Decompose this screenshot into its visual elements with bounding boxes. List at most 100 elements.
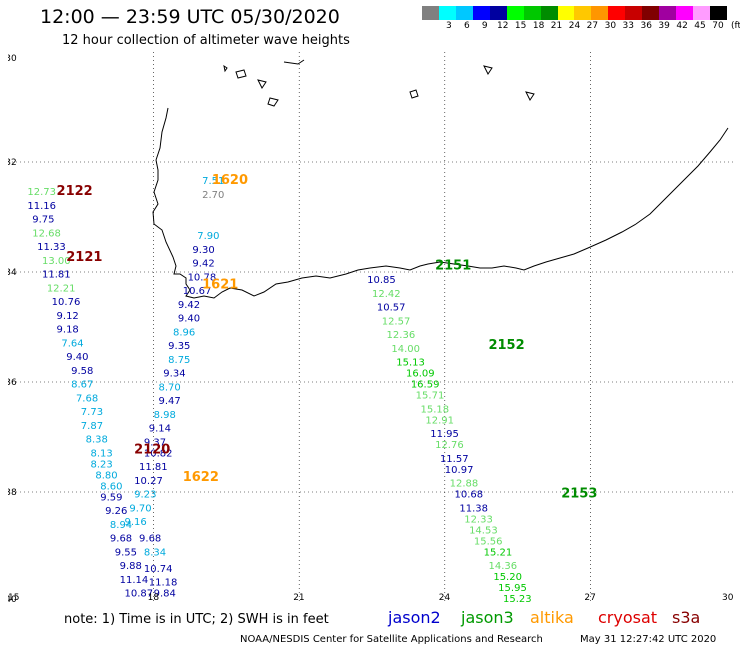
wave-height-value: 14.36 bbox=[488, 561, 517, 572]
wave-height-value: 12.36 bbox=[387, 330, 416, 341]
wave-height-value: 7.51 bbox=[202, 176, 224, 187]
wave-height-value: 16.09 bbox=[406, 369, 435, 380]
color-swatch bbox=[693, 6, 710, 20]
color-scale-label: 39 bbox=[658, 21, 670, 31]
wave-height-value: 10.57 bbox=[377, 303, 406, 314]
wave-height-value: 12.91 bbox=[425, 415, 454, 426]
color-scale-label: 21 bbox=[550, 21, 563, 31]
wave-height-value: 10.82 bbox=[144, 448, 173, 459]
wave-height-value: 8.13 bbox=[91, 448, 113, 459]
wave-height-value: 7.87 bbox=[81, 421, 103, 432]
wave-height-value: 9.40 bbox=[178, 314, 200, 325]
island-7 bbox=[483, 65, 493, 75]
color-scale-label: 12 bbox=[496, 21, 509, 31]
wave-height-map: 12.73 11.16 9.75 12.68 11.33 13.00 11.81 12.21 1… bbox=[8, 52, 736, 602]
wave-height-value: 15.23 bbox=[503, 594, 532, 602]
pass-time-label: 1622 bbox=[183, 470, 219, 485]
wave-height-value: 7.68 bbox=[76, 393, 98, 404]
map-gridlines bbox=[8, 52, 736, 602]
longitude-tick-label: 15 bbox=[8, 593, 19, 602]
footnote: note: 1) Time is in UTC; 2) SWH is in fe… bbox=[64, 612, 329, 627]
longitude-ticks: 15 18 21 24 27 30 bbox=[8, 593, 734, 602]
color-scale-label: 24 bbox=[568, 21, 581, 31]
color-scale-label: 15 bbox=[514, 21, 527, 31]
island-1 bbox=[223, 64, 228, 73]
wave-height-value: 8.60 bbox=[100, 481, 122, 492]
island-2 bbox=[235, 69, 247, 79]
wave-height-value: 7.73 bbox=[81, 407, 103, 418]
wave-height-value: 8.23 bbox=[91, 459, 113, 470]
wave-height-value: 12.21 bbox=[47, 283, 76, 294]
wave-height-value: 9.40 bbox=[66, 352, 88, 363]
wave-height-value: 11.95 bbox=[430, 429, 459, 440]
wave-height-value: 7.64 bbox=[61, 338, 83, 349]
wave-height-value: 2.70 bbox=[202, 190, 224, 201]
wave-height-value: 9.84 bbox=[154, 589, 176, 600]
wave-height-value: 12.57 bbox=[382, 316, 411, 327]
wave-height-value: 12.73 bbox=[27, 187, 56, 198]
generated-timestamp: May 31 12:27:42 UTC 2020 bbox=[580, 634, 717, 645]
wave-height-value: 11.57 bbox=[440, 454, 469, 465]
wave-height-value: 10.27 bbox=[134, 476, 163, 487]
color-swatch bbox=[676, 6, 693, 20]
wave-height-value: 8.38 bbox=[86, 435, 108, 446]
wave-height-value: 9.59 bbox=[100, 492, 122, 503]
color-scale-spacer bbox=[422, 21, 440, 31]
color-swatch bbox=[438, 6, 456, 20]
wave-height-value: 11.18 bbox=[149, 578, 178, 589]
longitude-tick-label: 24 bbox=[439, 593, 451, 602]
color-scale-label: 33 bbox=[622, 21, 634, 31]
wave-height-value: 11.33 bbox=[37, 242, 66, 253]
color-swatch bbox=[659, 6, 677, 20]
wave-height-value: 8.80 bbox=[95, 470, 117, 481]
agency-credit: NOAA/NESDIS Center for Satellite Applica… bbox=[240, 634, 543, 645]
color-scale-label: 3 bbox=[446, 21, 452, 31]
color-swatch bbox=[523, 6, 541, 20]
color-scale-bar bbox=[422, 6, 727, 20]
wave-height-value: 8.70 bbox=[158, 382, 180, 393]
wave-height-value: 9.68 bbox=[139, 534, 161, 545]
pass-time-label: 2121 bbox=[66, 250, 102, 265]
color-swatch bbox=[625, 6, 643, 20]
wave-height-value: 11.38 bbox=[459, 503, 488, 514]
wave-height-value: 10.87 bbox=[124, 589, 153, 600]
color-swatch bbox=[591, 6, 609, 20]
color-swatch bbox=[455, 6, 473, 20]
wave-height-value: 9.26 bbox=[105, 506, 127, 517]
pass-time-labels: 2122 2121 2120 1620 1621 1622 2151 2152 2153 bbox=[57, 173, 598, 502]
color-scale-label: 36 bbox=[640, 21, 652, 31]
wave-height-value: 9.88 bbox=[120, 561, 142, 572]
latitude-tick-label: -30 bbox=[8, 54, 17, 64]
satellite-s3a: s3a bbox=[672, 608, 701, 627]
coastline-north-west bbox=[155, 107, 169, 161]
wave-height-value: 8.34 bbox=[144, 547, 166, 558]
map-title: 12:00 — 23:59 UTC 05/30/2020 bbox=[40, 6, 340, 28]
wave-height-value: 7.90 bbox=[197, 231, 219, 242]
pass-time-label: 2151 bbox=[435, 258, 471, 273]
wave-height-value: 9.14 bbox=[149, 424, 171, 435]
wave-height-value: 10.78 bbox=[188, 272, 217, 283]
pass-time-label: 2153 bbox=[561, 487, 597, 502]
latitude-tick-label: -38 bbox=[8, 488, 17, 498]
wave-height-value: 9.30 bbox=[192, 245, 214, 256]
pass-time-label: 2120 bbox=[134, 443, 170, 458]
wave-height-value: 10.97 bbox=[445, 465, 474, 476]
island-5 bbox=[283, 59, 305, 65]
wave-height-value: 9.68 bbox=[110, 534, 132, 545]
wave-height-value: 10.67 bbox=[183, 286, 212, 297]
wave-height-value: 16.59 bbox=[411, 380, 440, 391]
wave-height-value: 15.18 bbox=[421, 404, 450, 415]
wave-height-value: 14.00 bbox=[391, 344, 420, 355]
wave-height-value: 12.68 bbox=[32, 228, 61, 239]
wave-height-value: 15.20 bbox=[493, 572, 522, 583]
wave-height-value: 9.16 bbox=[124, 517, 146, 528]
color-scale-unit: (ft) bbox=[731, 21, 740, 31]
latitude-tick-label: -36 bbox=[8, 378, 17, 388]
satellite-jason2: jason2 bbox=[388, 608, 441, 627]
color-swatch bbox=[608, 6, 626, 20]
color-swatch bbox=[709, 6, 727, 20]
wave-height-value: 14.53 bbox=[469, 525, 498, 536]
wave-height-value: 8.75 bbox=[168, 355, 190, 366]
color-scale-label: 70 bbox=[712, 21, 724, 31]
wave-height-value: 9.75 bbox=[32, 215, 54, 226]
